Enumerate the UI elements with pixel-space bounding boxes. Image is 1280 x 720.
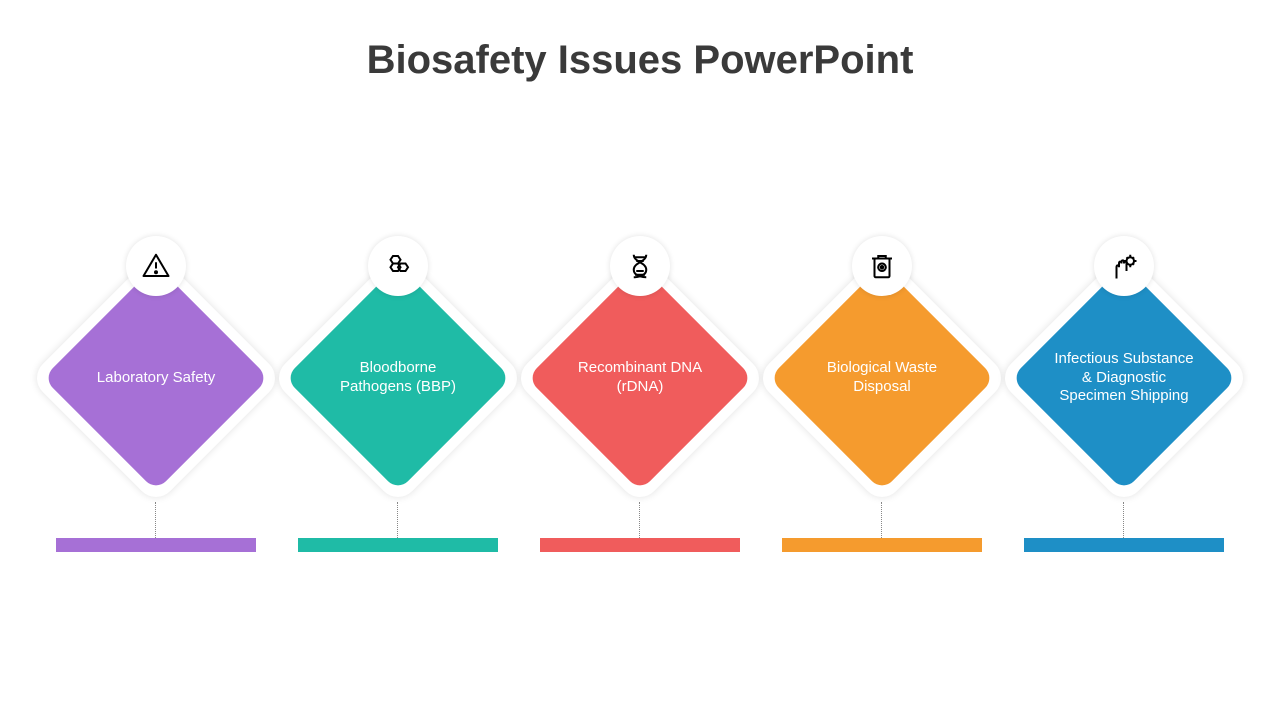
biowaste-icon	[852, 236, 912, 296]
diamond-item-2: Recombinant DNA (rDNA)	[540, 230, 740, 560]
hand-germ-icon	[1094, 236, 1154, 296]
diamond-label: Bloodborne Pathogens (BBP)	[298, 288, 498, 468]
diamond-item-1: Bloodborne Pathogens (BBP)	[298, 230, 498, 560]
diamond-row: Laboratory SafetyBloodborne Pathogens (B…	[0, 230, 1280, 560]
underline-bar	[782, 538, 982, 552]
connector-line	[1123, 502, 1124, 538]
connector-line	[397, 502, 398, 538]
dna-icon	[610, 236, 670, 296]
connector-line	[639, 502, 640, 538]
underline-bar	[298, 538, 498, 552]
diamond-label: Biological Waste Disposal	[782, 288, 982, 468]
connector-line	[155, 502, 156, 538]
connector-line	[881, 502, 882, 538]
underline-bar	[540, 538, 740, 552]
diamond-item-4: Infectious Substance & Diagnostic Specim…	[1024, 230, 1224, 560]
page-title: Biosafety Issues PowerPoint	[0, 0, 1280, 83]
molecule-icon	[368, 236, 428, 296]
diamond-label: Infectious Substance & Diagnostic Specim…	[1024, 288, 1224, 468]
underline-bar	[1024, 538, 1224, 552]
diamond-label: Laboratory Safety	[56, 288, 256, 468]
underline-bar	[56, 538, 256, 552]
diamond-item-3: Biological Waste Disposal	[782, 230, 982, 560]
diamond-item-0: Laboratory Safety	[56, 230, 256, 560]
warning-icon	[126, 236, 186, 296]
diamond-label: Recombinant DNA (rDNA)	[540, 288, 740, 468]
